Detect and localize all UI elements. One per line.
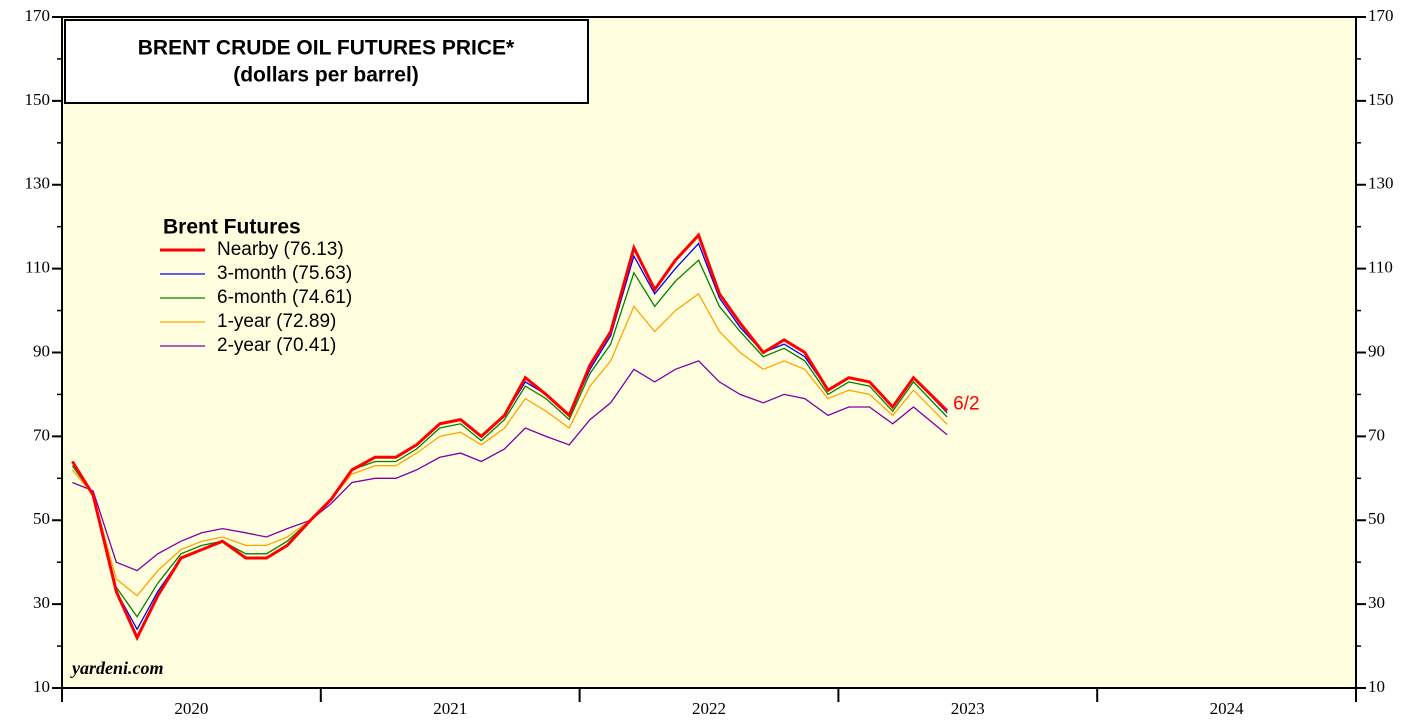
y-tick-label: 150: [25, 90, 51, 109]
plot-area: [61, 16, 1357, 689]
legend-label: 3-month (75.63): [217, 263, 352, 284]
y-tick-label: 170: [25, 6, 51, 25]
y-tick-label: 90: [33, 341, 50, 360]
source: yardeni.com: [70, 658, 164, 678]
legend-label: 6-month (74.61): [217, 287, 352, 308]
y2-tick-label: 30: [1368, 593, 1385, 612]
y-tick-label: 110: [25, 258, 50, 277]
y2-tick-label: 70: [1368, 425, 1385, 444]
legend-label: Nearby (76.13): [217, 239, 344, 260]
y-tick-label: 30: [33, 593, 50, 612]
legend-label: 2-year (70.41): [217, 335, 336, 356]
y2-tick-label: 170: [1368, 6, 1394, 25]
y2-tick-label: 110: [1368, 258, 1393, 277]
x-tick-label: 2023: [951, 699, 985, 718]
series-line: [72, 360, 948, 572]
annotation: 6/2: [953, 394, 979, 415]
chart-subtitle: (dollars per barrel): [233, 64, 419, 87]
y-tick-label: 130: [25, 174, 51, 193]
y2-tick-label: 90: [1368, 341, 1385, 360]
y2-tick-label: 150: [1368, 90, 1394, 109]
legend-title: Brent Futures: [163, 216, 301, 239]
y2-tick-label: 10: [1368, 677, 1385, 696]
y2-tick-label: 130: [1368, 174, 1394, 193]
title-box: [64, 19, 589, 104]
chart-title: BRENT CRUDE OIL FUTURES PRICE*: [138, 37, 515, 60]
x-tick-label: 2024: [1210, 699, 1245, 718]
x-tick-label: 2021: [433, 699, 467, 718]
y2-tick-label: 50: [1368, 509, 1385, 528]
y-tick-label: 50: [33, 509, 50, 528]
series-line: [71, 292, 948, 597]
y-tick-label: 70: [33, 425, 50, 444]
x-tick-label: 2020: [174, 699, 208, 718]
y-tick-label: 10: [33, 677, 50, 696]
legend-label: 1-year (72.89): [217, 311, 336, 332]
x-tick-label: 2022: [692, 699, 726, 718]
series-line: [71, 232, 949, 642]
